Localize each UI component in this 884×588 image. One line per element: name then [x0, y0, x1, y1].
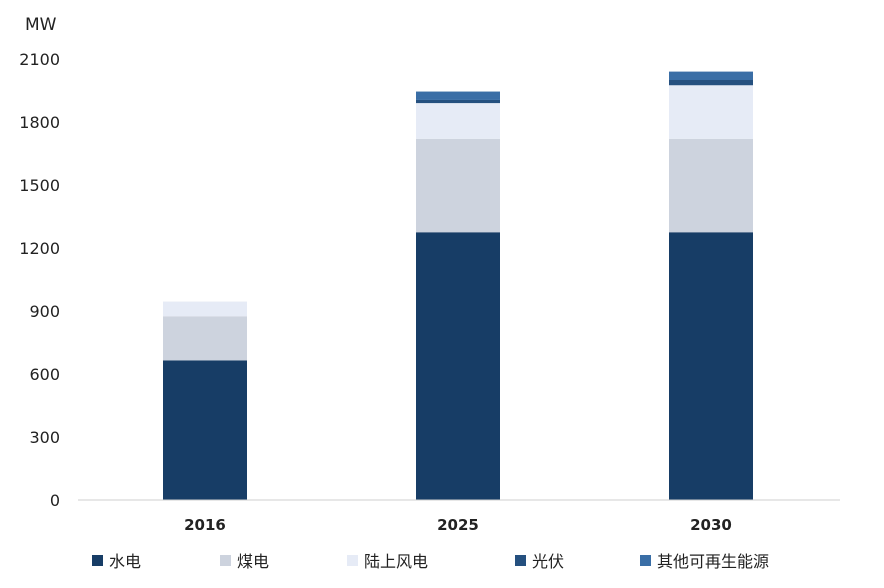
legend-label: 水电: [109, 552, 142, 571]
legend-item: 煤电: [220, 548, 269, 572]
y-tick-label: 600: [29, 365, 60, 384]
bar-segment: [416, 103, 500, 139]
bar-segment: [669, 71, 753, 80]
bar-segment: [669, 232, 753, 500]
bars-group: [163, 71, 753, 500]
bar-segment: [416, 91, 500, 100]
legend: 水电 煤电 陆上风电 光伏 其他可再生能源: [0, 548, 884, 576]
legend-label: 煤电: [237, 552, 270, 571]
legend-swatch: [220, 554, 231, 566]
y-axis-unit-label: MW: [25, 15, 57, 35]
legend-item: 光伏: [515, 548, 564, 572]
legend-swatch: [515, 554, 526, 566]
y-tick-label: 0: [50, 491, 60, 510]
legend-swatch: [92, 554, 103, 566]
legend-label: 其他可再生能源: [657, 552, 770, 571]
bar-segment: [163, 360, 247, 500]
bar-segment: [669, 80, 753, 86]
bar-segment: [416, 138, 500, 233]
legend-item: 陆上风电: [347, 548, 428, 572]
legend-swatch: [347, 554, 358, 566]
legend-item: 其他可再生能源: [640, 548, 769, 572]
y-tick-label: 1200: [19, 239, 60, 258]
legend-swatch: [640, 554, 651, 566]
bar-segment: [416, 232, 500, 500]
x-axis-ticks: 2016 2025 2030: [184, 516, 732, 534]
legend-label: 陆上风电: [364, 552, 429, 571]
bar-segment: [669, 138, 753, 233]
bar-segment: [163, 301, 247, 317]
legend-label: 光伏: [532, 552, 565, 571]
legend-item: 水电: [92, 548, 141, 572]
y-axis-ticks: 0 300 600 900 1200 1500 1800 2100: [19, 50, 60, 510]
y-tick-label: 900: [29, 302, 60, 321]
x-tick-label: 2025: [437, 516, 479, 534]
y-tick-label: 1800: [19, 113, 60, 132]
bar-segment: [163, 316, 247, 361]
y-tick-label: 300: [29, 428, 60, 447]
x-tick-label: 2030: [690, 516, 732, 534]
y-tick-label: 1500: [19, 176, 60, 195]
y-tick-label: 2100: [19, 50, 60, 69]
x-tick-label: 2016: [184, 516, 226, 534]
bar-segment: [416, 99, 500, 104]
bar-segment: [669, 85, 753, 139]
